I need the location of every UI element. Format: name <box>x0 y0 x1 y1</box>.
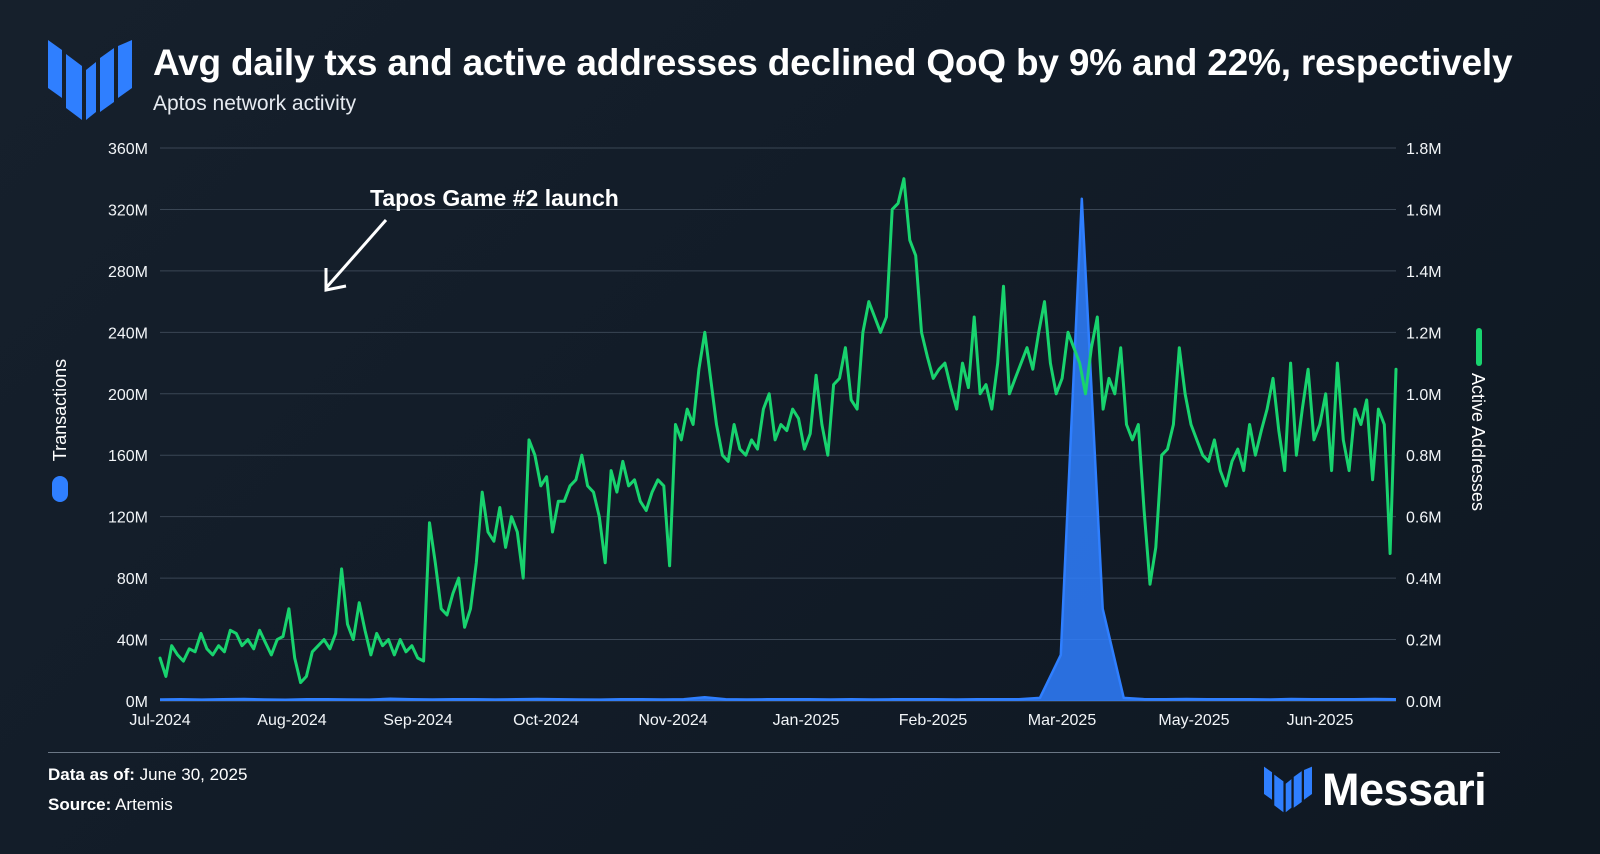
right-tick-label: 0.6M <box>1406 510 1442 527</box>
chart-subtitle: Aptos network activity <box>153 92 357 115</box>
series-layer <box>158 177 1398 702</box>
source-label: Source: <box>48 795 112 814</box>
right-tick-label: 0.0M <box>1406 694 1442 711</box>
transactions-line <box>159 197 1397 702</box>
left-axis-ticks: 0M 40M 80M 120M 160M 200M 240M 280M 320M 360M <box>108 141 148 711</box>
right-tick-label: 1.0M <box>1406 387 1442 404</box>
left-tick-label: 320M <box>108 202 148 219</box>
annotation: Tapos Game #2 launch <box>324 185 619 292</box>
active-addresses-legend-swatch <box>1476 328 1482 366</box>
x-tick-label: Feb-2025 <box>899 712 968 729</box>
footer-divider <box>48 752 1500 753</box>
data-as-of-label: Data as of: <box>48 765 135 784</box>
x-tick-label: Sep-2024 <box>383 712 452 729</box>
right-tick-label: 1.6M <box>1406 202 1442 219</box>
right-tick-label: 0.8M <box>1406 448 1442 465</box>
annotation-arrowhead <box>324 268 347 292</box>
right-axis-title-group: Active Addresses <box>1468 328 1488 511</box>
x-tick-label: Jan-2025 <box>773 712 840 729</box>
data-as-of-value: June 30, 2025 <box>139 765 248 784</box>
x-tick-label: Jun-2025 <box>1287 712 1354 729</box>
source-value: Artemis <box>115 795 173 814</box>
left-tick-label: 40M <box>117 633 148 650</box>
right-tick-label: 1.8M <box>1406 141 1442 158</box>
left-tick-label: 80M <box>117 571 148 588</box>
x-tick-label: Jul-2024 <box>129 712 190 729</box>
brand-name: Messari <box>1322 764 1487 815</box>
annotation-arrow-line <box>324 219 388 289</box>
x-tick-label: Nov-2024 <box>638 712 707 729</box>
x-tick-label: May-2025 <box>1158 712 1229 729</box>
x-tick-label: Mar-2025 <box>1028 712 1097 729</box>
transactions-legend-swatch <box>52 476 68 502</box>
messari-logo-icon <box>48 40 132 120</box>
annotation-label: Tapos Game #2 launch <box>370 185 619 211</box>
right-axis-title: Active Addresses <box>1468 373 1488 511</box>
left-tick-label: 120M <box>108 510 148 527</box>
left-axis-title-group: Transactions <box>50 359 70 502</box>
messari-brand-icon <box>1264 766 1312 813</box>
active-addresses-line <box>158 177 1398 685</box>
right-tick-label: 1.2M <box>1406 325 1442 342</box>
source-line: Source: Artemis <box>48 795 173 815</box>
left-axis-title: Transactions <box>50 359 70 461</box>
right-axis-ticks: 0.0M 0.2M 0.4M 0.6M 0.8M 1.0M 1.2M 1.4M 1.6M 1.8M <box>1406 141 1442 711</box>
right-tick-label: 1.4M <box>1406 264 1442 281</box>
right-tick-label: 0.2M <box>1406 633 1442 650</box>
x-axis-ticks: Jul-2024 Aug-2024 Sep-2024 Oct-2024 Nov-2024… <box>129 712 1353 729</box>
left-tick-label: 360M <box>108 141 148 158</box>
data-as-of: Data as of: June 30, 2025 <box>48 765 247 785</box>
left-tick-label: 240M <box>108 325 148 342</box>
left-tick-label: 0M <box>126 694 148 711</box>
left-tick-label: 280M <box>108 264 148 281</box>
x-tick-label: Oct-2024 <box>513 712 579 729</box>
x-tick-label: Aug-2024 <box>257 712 326 729</box>
chart-title: Avg daily txs and active addresses decli… <box>153 42 1513 83</box>
left-tick-label: 200M <box>108 387 148 404</box>
brand-logo: Messari <box>1264 764 1487 816</box>
right-tick-label: 0.4M <box>1406 571 1442 588</box>
left-tick-label: 160M <box>108 448 148 465</box>
